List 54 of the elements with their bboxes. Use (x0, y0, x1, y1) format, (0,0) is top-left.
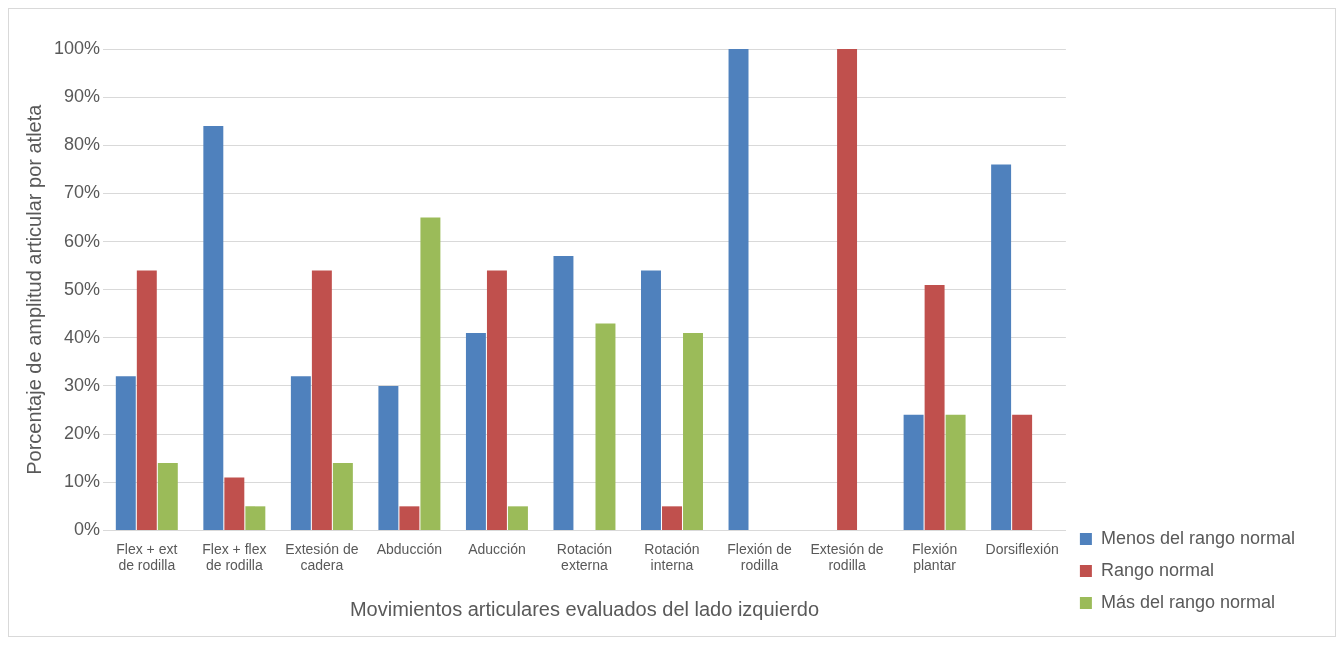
y-tick-label: 80% (64, 134, 101, 155)
x-tick-label: Extesión de cadera (285, 540, 359, 574)
legend-label: Rango normal (1100, 559, 1214, 580)
y-tick-label: 30% (64, 374, 101, 395)
bar (553, 256, 574, 530)
bar (420, 217, 441, 530)
y-axis-title: Porcentaje de amplitud articular por atleta (22, 103, 45, 475)
x-tick-label: Flexión de rodilla (727, 540, 793, 574)
x-tick-label: Rotación interna (644, 540, 700, 574)
bar (662, 506, 682, 530)
bar (245, 506, 266, 530)
bar (157, 463, 178, 530)
bar (991, 164, 1012, 530)
bar (115, 376, 136, 530)
y-tick-label: 60% (64, 230, 101, 251)
bar (683, 333, 703, 530)
bar (507, 506, 528, 530)
x-tick-label: Rotación externa (556, 540, 613, 574)
y-tick-label: 100% (53, 37, 101, 58)
bar (595, 323, 616, 530)
bar (945, 414, 966, 530)
bar (641, 270, 661, 530)
legend-label: Más del rango normal (1100, 591, 1275, 612)
bar (224, 477, 245, 530)
bar (924, 284, 945, 530)
y-tick-label: 0% (74, 519, 101, 540)
bar (290, 376, 311, 530)
y-tick-label: 50% (64, 278, 101, 299)
legend-label: Menos del rango normal (1100, 527, 1295, 548)
y-tick-label: 70% (64, 182, 101, 203)
x-tick-label: Flex + ext de rodilla (116, 540, 178, 574)
bar (332, 463, 353, 530)
y-tick-label: 90% (64, 86, 101, 107)
bar (136, 270, 157, 530)
y-tick-label: 20% (64, 423, 101, 444)
bar (311, 270, 332, 530)
bar (486, 270, 507, 530)
y-tick-label: 40% (64, 326, 101, 347)
x-tick-label: Flexión plantar (912, 540, 958, 574)
x-tick-label: Extesión de rodilla (810, 540, 884, 574)
bar (1012, 414, 1033, 530)
bar (728, 49, 749, 530)
x-tick-label: Flex + flex de rodilla (202, 540, 267, 574)
bar (837, 49, 858, 530)
x-tick-label: Dorsiflexión (985, 540, 1059, 557)
x-tick-label: Abducción (376, 540, 443, 557)
bar (378, 385, 399, 530)
x-tick-label: Aducción (468, 540, 526, 557)
bar (465, 333, 486, 530)
y-tick-label: 10% (64, 471, 101, 492)
bar (399, 506, 420, 530)
bar (203, 126, 224, 530)
x-axis-title: Movimientos articulares evaluados del lado izquierdo (349, 597, 820, 620)
bar (903, 414, 924, 530)
